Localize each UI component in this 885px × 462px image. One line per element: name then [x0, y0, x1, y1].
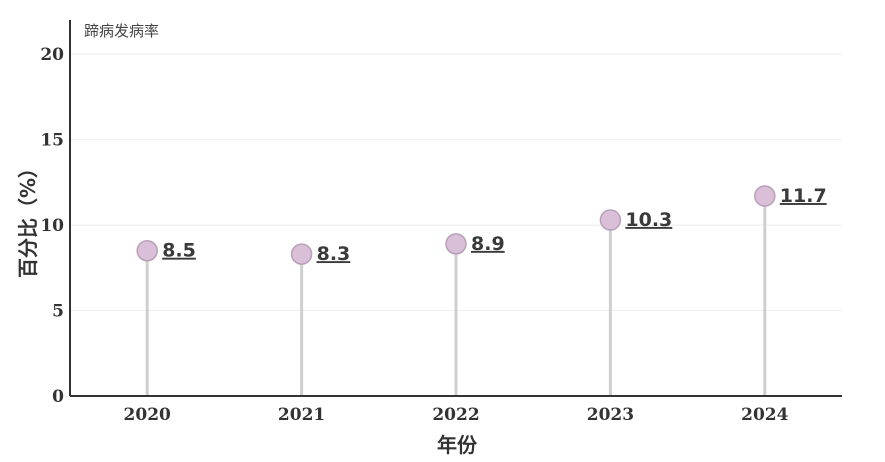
x-tick-labels: 2020 2021 2022 2023 2024 — [124, 405, 789, 425]
x-tick-label: 2024 — [741, 405, 788, 425]
markers — [136, 185, 776, 265]
y-tick-label: 15 — [40, 131, 64, 151]
data-point — [290, 243, 313, 265]
data-labels: 8.5 8.3 8.9 10.3 11.7 — [162, 185, 826, 265]
data-point — [445, 233, 467, 255]
y-tick-label: 20 — [40, 45, 64, 65]
y-tick-label: 5 — [52, 302, 64, 322]
data-point — [599, 209, 622, 231]
series-label: 蹄病发病率 — [84, 22, 159, 40]
data-label: 8.5 — [162, 240, 196, 262]
x-tick-label: 2023 — [587, 405, 634, 425]
y-tick-labels: 0 5 10 15 20 — [40, 45, 64, 407]
data-label: 11.7 — [780, 185, 827, 207]
x-tick-label: 2021 — [278, 405, 325, 425]
data-point — [754, 185, 776, 207]
stems — [145, 196, 767, 396]
y-tick-label: 10 — [40, 216, 64, 236]
x-tick-label: 2022 — [432, 405, 479, 425]
data-label: 8.3 — [317, 243, 351, 265]
data-point — [136, 239, 158, 262]
data-label: 8.9 — [471, 233, 505, 255]
x-tick-label: 2020 — [124, 405, 171, 425]
y-axis-title: 百分比（%） — [16, 158, 40, 278]
y-tick-label: 0 — [52, 387, 64, 407]
data-label: 10.3 — [625, 209, 672, 231]
x-axis-title: 年份 — [437, 433, 478, 457]
